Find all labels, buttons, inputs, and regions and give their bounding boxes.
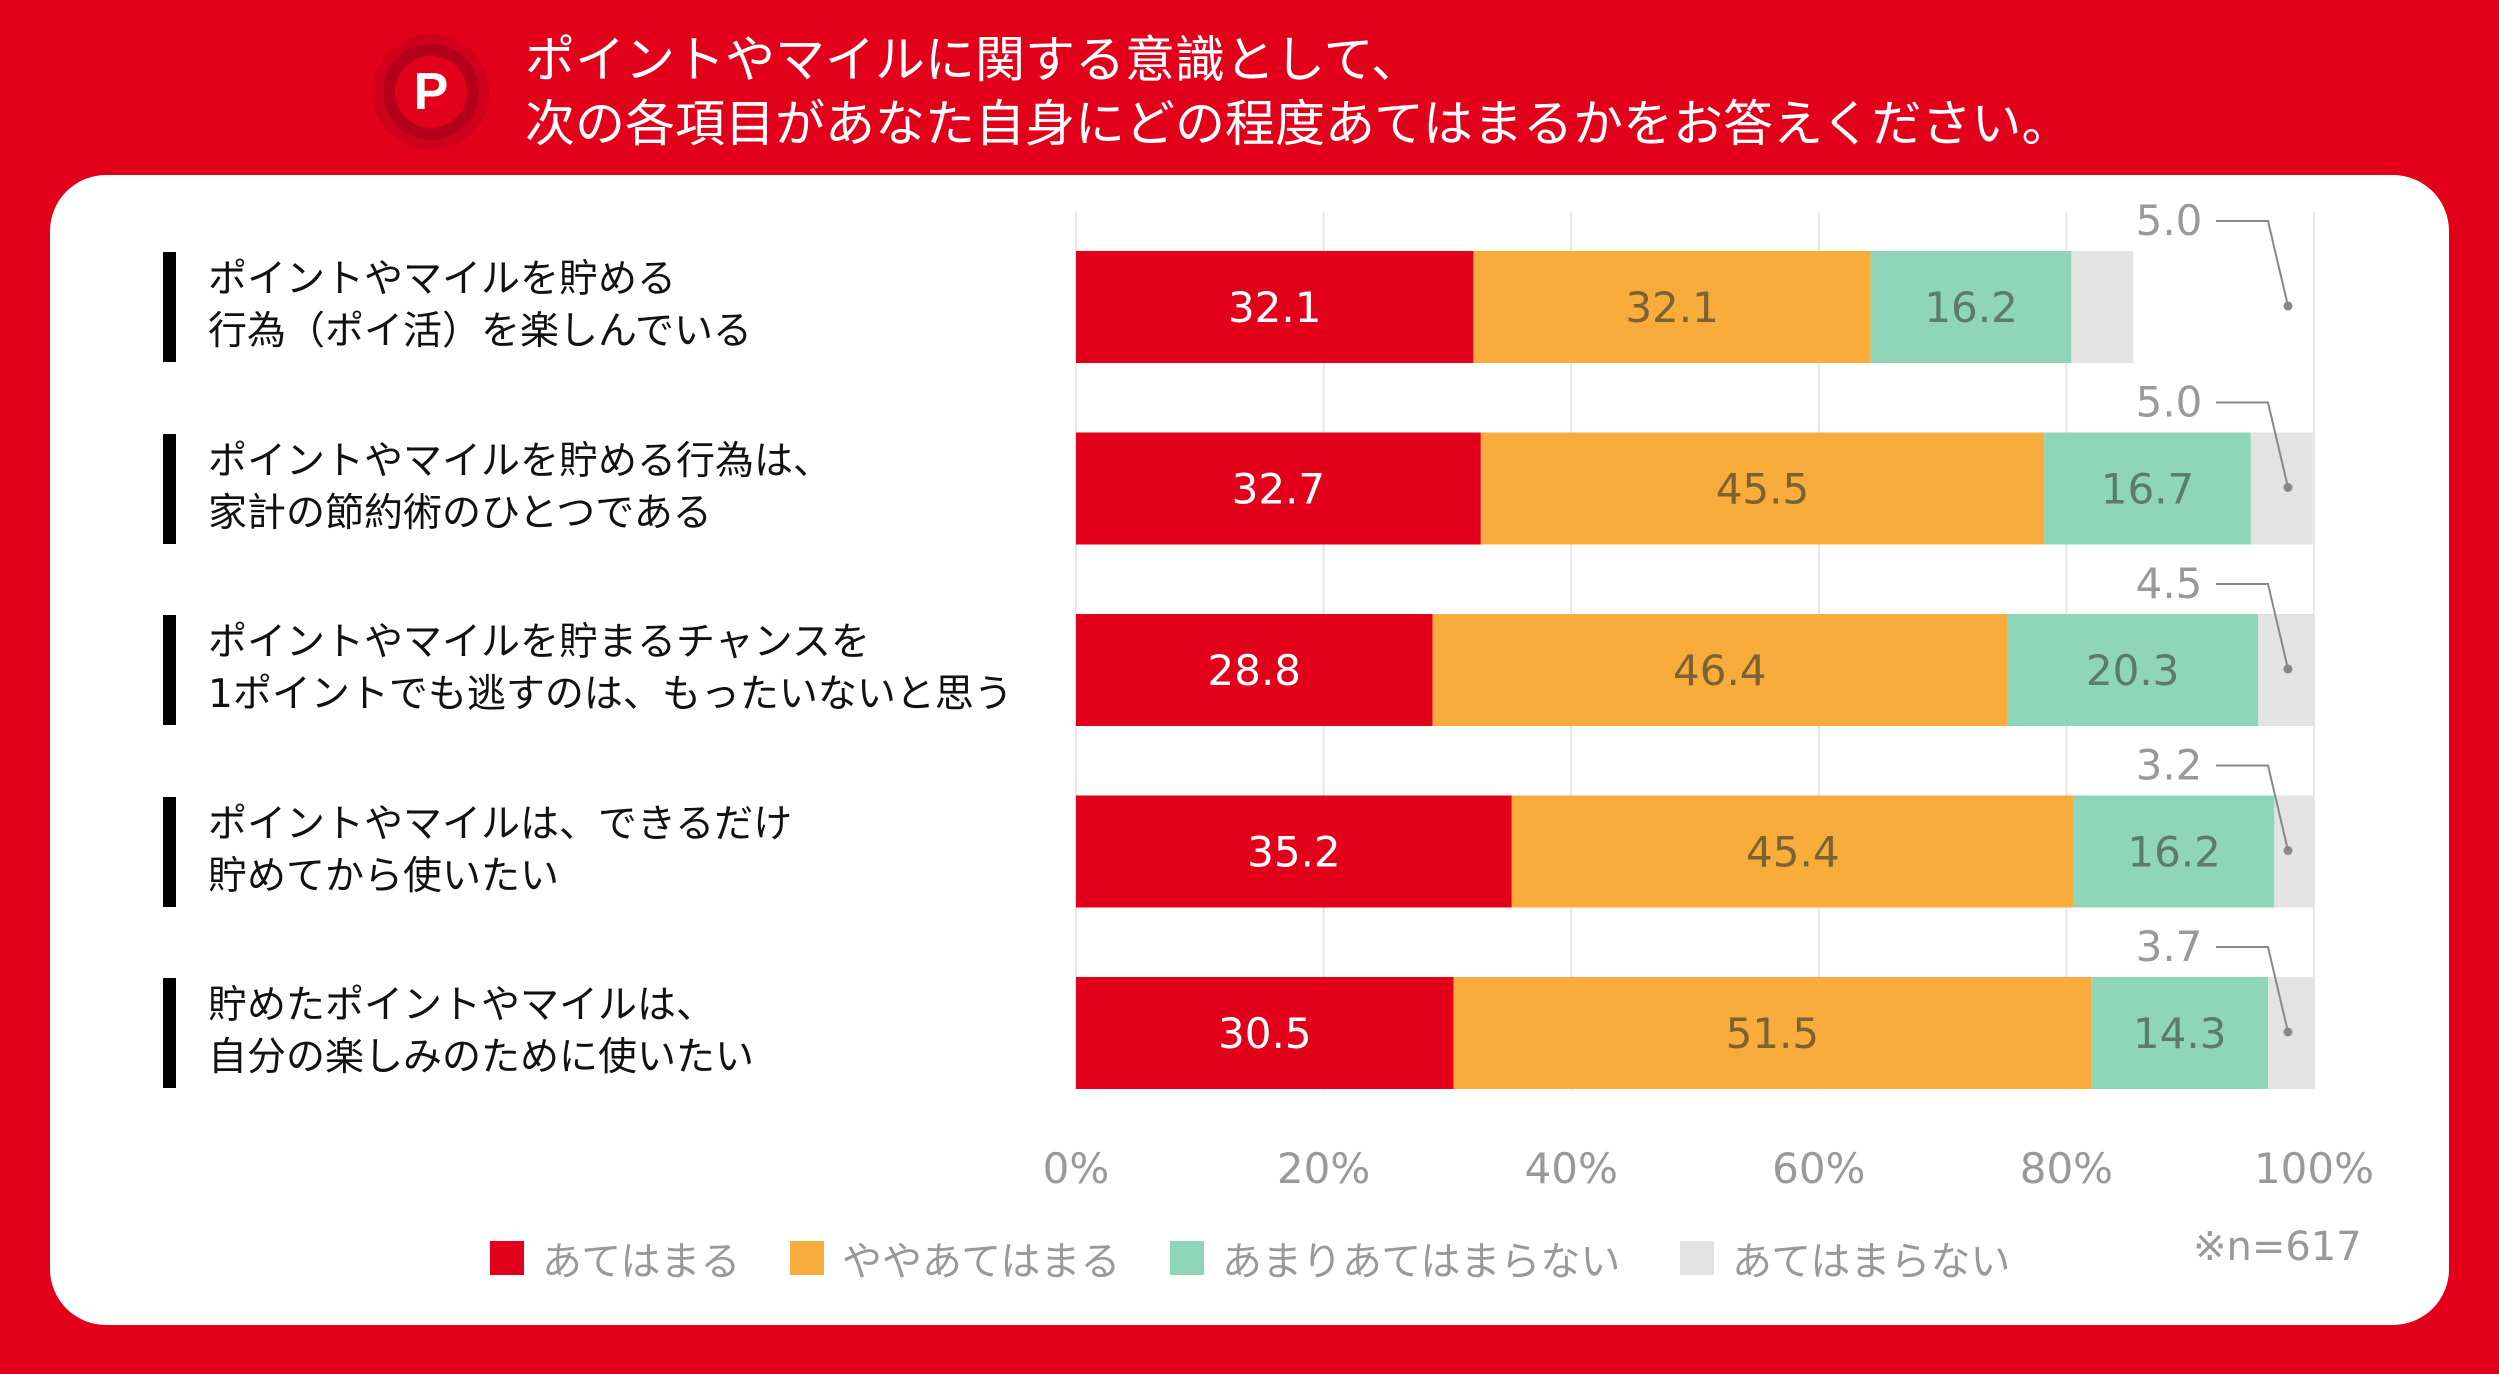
data-label: 32.1 — [1228, 283, 1322, 332]
leader-dot — [2283, 483, 2293, 492]
bar-segment — [1453, 977, 2092, 1089]
category-label-line: 家計の節約術のひとつである — [208, 490, 712, 536]
data-label: 16.7 — [2101, 465, 2195, 514]
chart-panel — [50, 175, 2449, 1325]
x-tick-label: 80% — [2020, 1144, 2113, 1193]
leader-dot — [2283, 301, 2293, 311]
x-tick-label: 60% — [1772, 1144, 1865, 1193]
data-label: 16.2 — [1924, 283, 2018, 332]
data-label: 16.2 — [2127, 828, 2221, 877]
survey-question: ポイントやマイルに関する意識として、 次の各項目があなた自身にどの程度あてはまる… — [525, 28, 2072, 156]
header: P ポイントやマイルに関する意識として、 次の各項目があなた自身にどの程度あては… — [0, 0, 2499, 175]
bar-segment — [1076, 251, 1474, 363]
leader-dot — [2283, 664, 2293, 674]
data-label: 4.5 — [2136, 559, 2203, 608]
category-label-line: 貯めたポイントやマイルは、 — [208, 983, 716, 1028]
bar-segment — [1870, 251, 2072, 363]
legend-item: あてはまる — [490, 1229, 740, 1287]
data-label: 30.5 — [1218, 1009, 1312, 1058]
category-label-line: ポイントやマイルは、できるだけ — [208, 801, 793, 847]
bar-segment — [1076, 795, 1512, 908]
legend-label: あまりあてはまらない — [1222, 1239, 1621, 1285]
leader-line — [2216, 764, 2289, 851]
leader-line — [2216, 401, 2289, 488]
bar-segment — [1473, 251, 1871, 363]
bar-segment — [2250, 432, 2313, 545]
data-label: 28.8 — [1208, 646, 1302, 695]
category-label-line: ポイントやマイルを貯まるチャンスを — [208, 620, 870, 665]
title-line-1: ポイントやマイルに関する意識として、 — [525, 31, 1421, 89]
data-label: 32.1 — [1625, 283, 1719, 332]
category-marker — [163, 433, 176, 544]
category-label: ポイントやマイルは、できるだけ 貯めてから使いたい — [208, 799, 792, 903]
data-label: 32.7 — [1232, 465, 1326, 514]
legend-label: あてはまる — [542, 1239, 741, 1285]
legend-item: あまりあてはまらない — [1170, 1229, 1620, 1287]
category-marker — [163, 978, 176, 1088]
data-label: 45.4 — [1746, 828, 1840, 877]
legend-item: あてはまらない — [1680, 1229, 2010, 1287]
bar-segment — [2274, 795, 2314, 908]
category-label: ポイントやマイルを貯める行為（ポイ活）を楽しんでいる — [208, 254, 752, 358]
data-label: 46.4 — [1673, 646, 1767, 695]
category-label: ポイントやマイルを貯まるチャンスを 1ポイントでも逃すのは、もったいないと思う — [208, 617, 1013, 721]
bar-segment — [1076, 977, 1454, 1089]
x-tick-label: 40% — [1525, 1144, 1618, 1193]
badge-letter: P — [395, 56, 467, 128]
data-label: 20.3 — [2086, 646, 2180, 695]
category-marker — [163, 796, 176, 907]
legend-swatch — [1680, 1241, 1714, 1275]
category-label-line: ポイントやマイルを貯める行為は、 — [208, 438, 833, 484]
legend-item: ややあてはまる — [790, 1229, 1120, 1287]
category-label-line: 自分の楽しみのために使いたい — [208, 1035, 755, 1080]
leader-line — [2216, 946, 2289, 1033]
bar-segment — [1076, 614, 1433, 726]
leader-dot — [2283, 846, 2293, 855]
bar-segment — [2071, 251, 2134, 363]
bar-segment — [2006, 614, 2259, 726]
legend-label: あてはまらない — [1732, 1239, 2011, 1285]
data-label: 35.2 — [1247, 828, 1341, 877]
x-tick-label: 20% — [1277, 1144, 1370, 1193]
data-label: 3.7 — [2136, 922, 2203, 971]
bar-segment — [2073, 795, 2275, 908]
x-tick-label: 0% — [1043, 1144, 1110, 1193]
data-label: 45.5 — [1716, 465, 1810, 514]
data-label: 51.5 — [1726, 1009, 1820, 1058]
bar-segment — [1511, 795, 2074, 908]
title-line-2: 次の各項目があなた自身にどの程度あてはまるかをお答えください。 — [525, 95, 2072, 153]
data-label: 5.0 — [2136, 378, 2203, 427]
category-marker — [163, 252, 176, 362]
category-label: 貯めたポイントやマイルは、 自分の楽しみのために使いたい — [208, 980, 754, 1084]
legend-swatch — [790, 1241, 824, 1275]
bar-segment — [1432, 614, 2007, 726]
legend-label: ややあてはまる — [842, 1239, 1121, 1285]
category-label: ポイントやマイルを貯める行為は、 家計の節約術のひとつである — [208, 436, 832, 540]
leader-dot — [2283, 1027, 2293, 1037]
sample-size-note: ※n=617 — [2193, 1224, 2362, 1270]
data-label: 5.0 — [2136, 196, 2203, 245]
category-label-line: ポイントやマイルを貯める — [208, 257, 677, 302]
legend-swatch — [490, 1241, 524, 1275]
category-label-line: 1ポイントでも逃すのは、もったいないと思う — [208, 672, 1013, 717]
category-label-line: 貯めてから使いたい — [208, 853, 560, 899]
leader-line — [2216, 220, 2289, 307]
data-label: 3.2 — [2136, 741, 2203, 790]
legend-swatch — [1170, 1241, 1204, 1275]
bar-segment — [1076, 432, 1481, 545]
bar-segment — [2044, 432, 2251, 545]
category-marker — [163, 615, 176, 725]
bar-segment — [2091, 977, 2269, 1089]
data-label: 14.3 — [2133, 1009, 2227, 1058]
leader-line — [2216, 583, 2289, 670]
x-tick-label: 100% — [2254, 1144, 2374, 1193]
bar-segment — [1480, 432, 2045, 545]
category-label-line: 行為（ポイ活）を楽しんでいる — [208, 309, 753, 354]
points-badge-icon: P — [373, 34, 489, 150]
